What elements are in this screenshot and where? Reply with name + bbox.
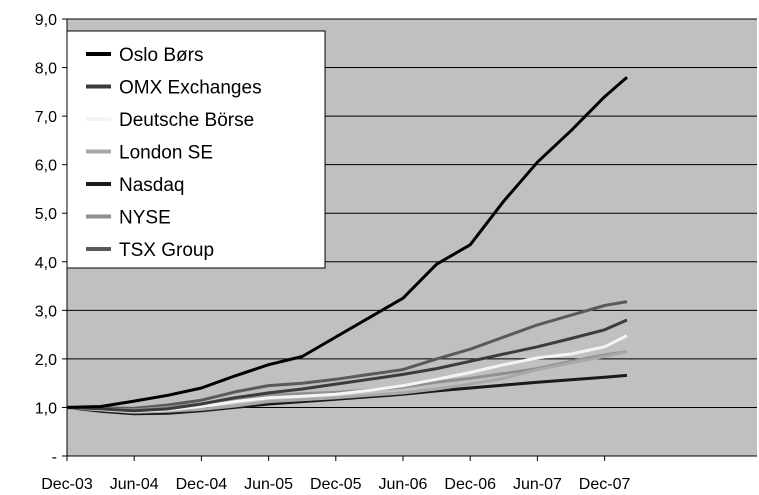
legend-label-tsx-group: TSX Group bbox=[119, 240, 214, 261]
x-tick-label: Dec-03 bbox=[41, 476, 93, 493]
x-tick-label: Jun-07 bbox=[513, 476, 562, 493]
y-tick-label: 3,0 bbox=[35, 303, 57, 320]
legend-label-deutsche-b-rse: Deutsche Börse bbox=[119, 110, 254, 131]
y-ticks: - 1,0 2,0 3,0 4,0 5,0 6,0 7,0 8,0 9,0 bbox=[35, 12, 67, 466]
legend-label-oslo-b-rs: Oslo Børs bbox=[119, 45, 203, 66]
x-tick-label: Dec-04 bbox=[176, 476, 228, 493]
y-tick-label: - bbox=[52, 449, 57, 466]
y-tick-label: 5,0 bbox=[35, 206, 57, 223]
y-tick-label: 2,0 bbox=[35, 352, 57, 369]
legend-label-london-se: London SE bbox=[119, 143, 213, 164]
legend-label-omx-exchanges: OMX Exchanges bbox=[119, 78, 262, 99]
y-tick-label: 7,0 bbox=[35, 109, 57, 126]
y-tick-label: 6,0 bbox=[35, 158, 57, 175]
y-tick-label: 8,0 bbox=[35, 61, 57, 78]
x-ticks: Dec-03 Jun-04 Dec-04 Jun-05 Dec-05 Jun-06 Dec-… bbox=[41, 456, 630, 493]
y-tick-label: 4,0 bbox=[35, 255, 57, 272]
x-tick-label: Jun-04 bbox=[110, 476, 159, 493]
y-tick-label: 9,0 bbox=[35, 12, 57, 29]
legend-label-nyse: NYSE bbox=[119, 208, 171, 229]
x-tick-label: Jun-06 bbox=[379, 476, 428, 493]
x-tick-label: Jun-05 bbox=[244, 476, 293, 493]
legend: Oslo Børs OMX Exchanges Deutsche Börse Lond… bbox=[67, 31, 325, 268]
y-tick-label: 1,0 bbox=[35, 400, 57, 417]
x-tick-label: Dec-05 bbox=[310, 476, 362, 493]
x-tick-label: Dec-07 bbox=[579, 476, 631, 493]
x-tick-label: Dec-06 bbox=[444, 476, 496, 493]
legend-label-nasdaq: Nasdaq bbox=[119, 175, 185, 196]
